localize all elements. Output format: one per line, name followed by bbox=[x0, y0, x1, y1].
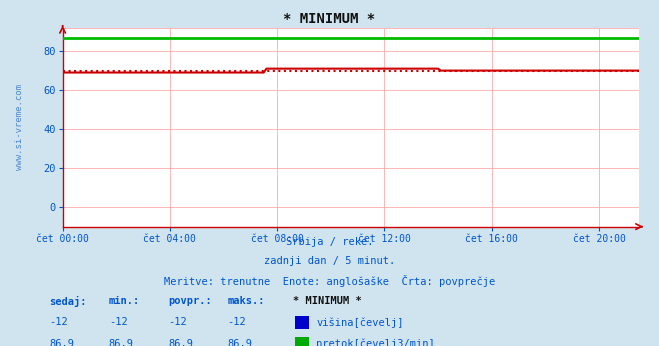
Text: Srbija / reke.: Srbija / reke. bbox=[286, 237, 373, 247]
Text: www.si-vreme.com: www.si-vreme.com bbox=[15, 84, 24, 170]
Text: maks.:: maks.: bbox=[227, 296, 265, 306]
Text: sedaj:: sedaj: bbox=[49, 296, 87, 307]
Text: Meritve: trenutne  Enote: anglošaške  Črta: povprečje: Meritve: trenutne Enote: anglošaške Črta… bbox=[164, 275, 495, 287]
Text: * MINIMUM *: * MINIMUM * bbox=[293, 296, 362, 306]
Text: 86,9: 86,9 bbox=[49, 339, 74, 346]
Text: pretok[čevelj3/min]: pretok[čevelj3/min] bbox=[316, 339, 435, 346]
Text: -12: -12 bbox=[49, 317, 68, 327]
Text: -12: -12 bbox=[227, 317, 246, 327]
Text: 86,9: 86,9 bbox=[109, 339, 134, 346]
Text: povpr.:: povpr.: bbox=[168, 296, 212, 306]
Text: 86,9: 86,9 bbox=[168, 339, 193, 346]
Text: zadnji dan / 5 minut.: zadnji dan / 5 minut. bbox=[264, 256, 395, 266]
Text: višina[čevelj]: višina[čevelj] bbox=[316, 317, 404, 328]
Text: -12: -12 bbox=[109, 317, 127, 327]
Text: -12: -12 bbox=[168, 317, 186, 327]
Text: * MINIMUM *: * MINIMUM * bbox=[283, 12, 376, 26]
Text: min.:: min.: bbox=[109, 296, 140, 306]
Text: 86,9: 86,9 bbox=[227, 339, 252, 346]
